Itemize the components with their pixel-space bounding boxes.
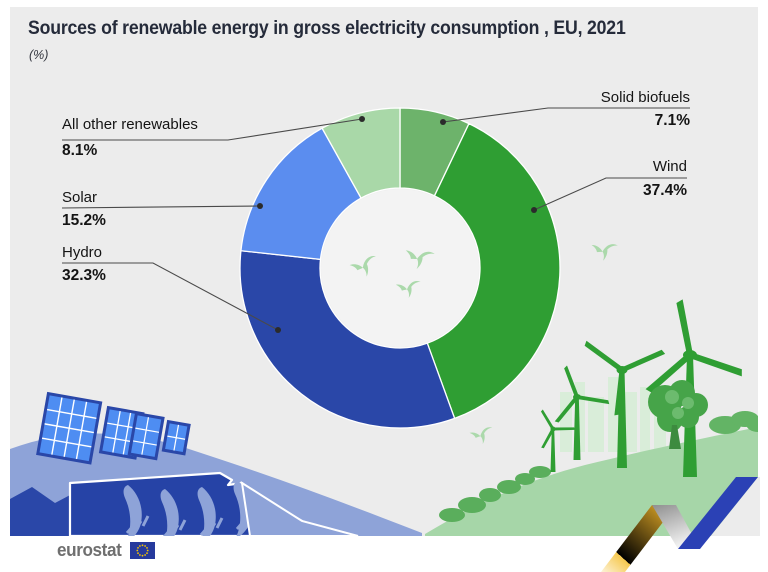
slice-value-solid-biofuels: 7.1% bbox=[654, 112, 690, 129]
wind-turbine-icon bbox=[554, 365, 610, 460]
donut-hole bbox=[321, 189, 479, 347]
solar-panel-icon bbox=[127, 411, 165, 461]
bushes bbox=[439, 466, 551, 522]
ribbon-yellow-band bbox=[601, 505, 676, 572]
eu-flag-icon bbox=[129, 542, 155, 559]
slice-value-solar: 15.2% bbox=[62, 212, 106, 229]
wind-turbine-icon bbox=[540, 409, 576, 472]
slice-value-hydro: 32.3% bbox=[62, 267, 106, 284]
bird-icon bbox=[589, 241, 619, 263]
slice-label-solar: Solar bbox=[62, 189, 98, 206]
chart-subtitle: (%) bbox=[29, 48, 49, 62]
eurostat-wordmark: eurostat bbox=[57, 540, 122, 560]
slice-value-all-other-renewables: 8.1% bbox=[62, 142, 98, 159]
city-skyline bbox=[560, 377, 666, 452]
chart-panel: Sources of renewable energy in gross ele… bbox=[10, 7, 758, 536]
slice-label-wind: Wind bbox=[652, 158, 687, 175]
solar-panel-icon bbox=[161, 419, 191, 456]
ribbon-corner-mask bbox=[710, 477, 760, 536]
hydro-solar-illustration bbox=[10, 391, 422, 536]
tree-icon bbox=[648, 380, 708, 449]
slice-label-hydro: Hydro bbox=[62, 244, 103, 261]
solar-panel-icon bbox=[36, 391, 103, 465]
ribbon-decoration bbox=[601, 477, 760, 572]
wind-turbine-icon bbox=[584, 340, 666, 468]
chart-title: Sources of renewable energy in gross ele… bbox=[28, 18, 626, 39]
slice-label-all-other-renewables: All other renewables bbox=[62, 116, 198, 133]
donut-chart bbox=[239, 107, 561, 429]
bushes-right bbox=[709, 411, 758, 434]
slice-value-wind: 37.4% bbox=[643, 182, 687, 199]
eurostat-logo: eurostat bbox=[57, 540, 155, 561]
slice-label-solid-biofuels: Solid biofuels bbox=[600, 89, 690, 106]
ribbon-blue-band bbox=[678, 477, 758, 549]
